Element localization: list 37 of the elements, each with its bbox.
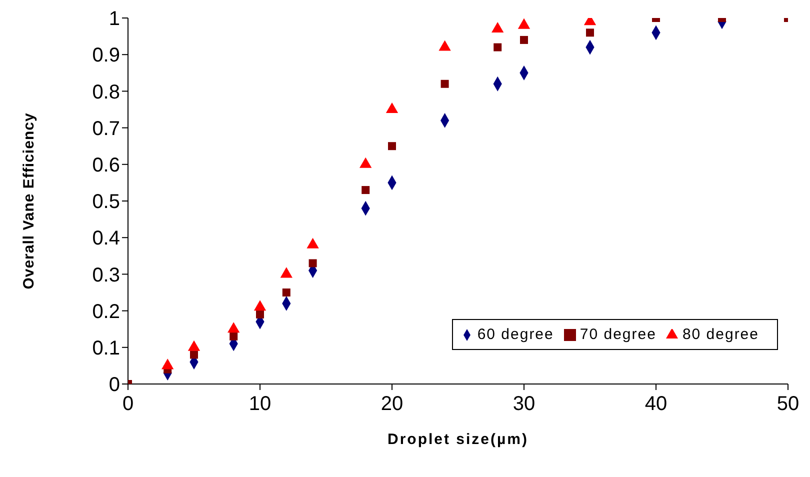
- point: [254, 300, 266, 311]
- x-tick-label: 20: [380, 393, 404, 416]
- point: [520, 36, 528, 44]
- legend-label: 80 degree: [682, 326, 759, 343]
- point: [188, 340, 200, 351]
- point: [586, 28, 594, 37]
- y-tick-label: 0.4: [92, 228, 120, 250]
- y-tick-label: 0.8: [92, 81, 120, 104]
- y-tick-label: 0.3: [92, 264, 120, 286]
- x-axis-title: Droplet size(µm): [388, 431, 528, 448]
- y-tick-label: 0.1: [92, 338, 120, 360]
- y-tick-label: 0.5: [92, 191, 120, 214]
- y-tick-label: 0: [108, 374, 120, 396]
- point: [256, 310, 264, 318]
- y-axis-title: Overall Vane Efficiency: [20, 112, 38, 290]
- y-tick-label: 0.9: [92, 44, 120, 67]
- point: [228, 322, 240, 333]
- y-tick-label: 1: [108, 8, 120, 30]
- point: [388, 142, 396, 150]
- point: [282, 288, 290, 296]
- point: [280, 267, 292, 278]
- point: [308, 259, 317, 268]
- point: [162, 358, 174, 370]
- legend-label: 70 degree: [580, 326, 656, 343]
- point: [494, 43, 502, 52]
- point: [362, 186, 370, 194]
- y-tick-label: 0.2: [92, 300, 120, 323]
- x-tick-label: 10: [248, 393, 272, 416]
- point: [440, 80, 449, 88]
- legend-label: 60 degree: [477, 326, 554, 343]
- y-tick-label: 0.7: [92, 118, 120, 140]
- point: [230, 332, 238, 340]
- x-tick-label: 30: [512, 393, 536, 416]
- point: [190, 350, 198, 359]
- x-tick-label: 40: [644, 393, 668, 416]
- y-tick-label: 0.6: [92, 154, 120, 176]
- x-tick-label: 50: [776, 393, 800, 416]
